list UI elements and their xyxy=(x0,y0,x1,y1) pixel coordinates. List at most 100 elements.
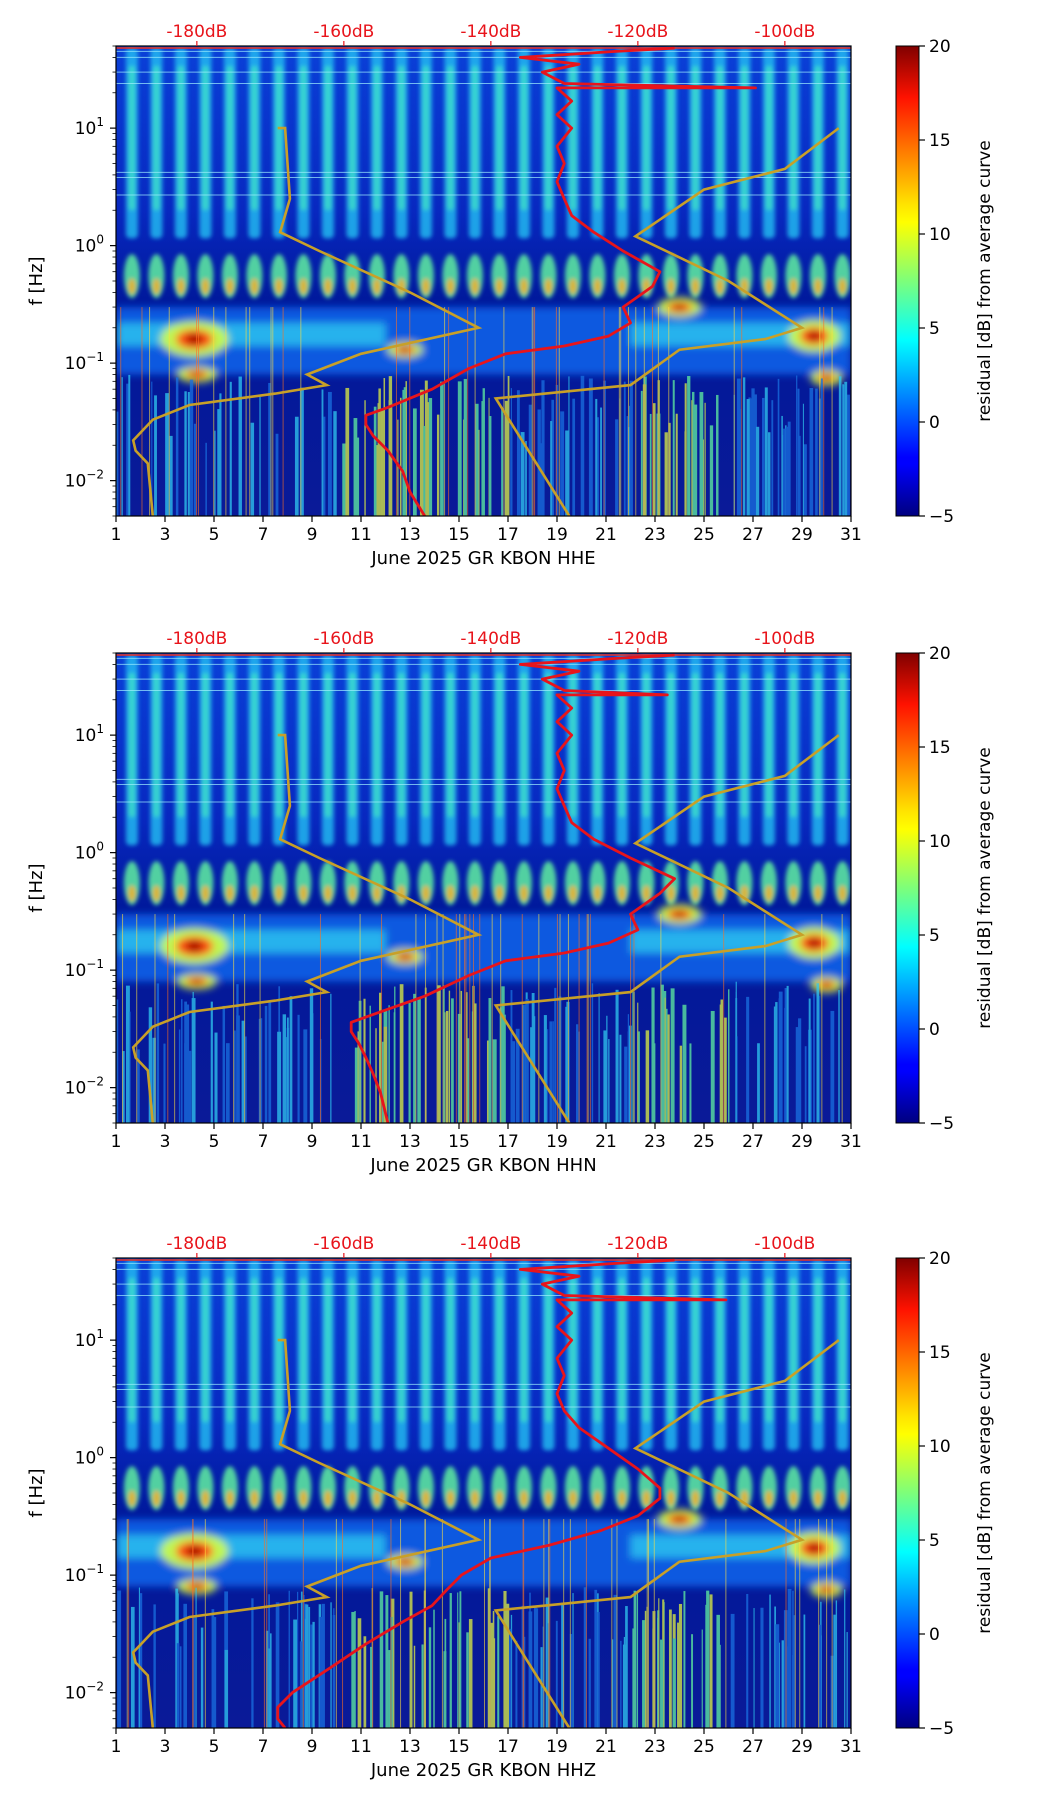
top-db-tick-label: -180dB xyxy=(166,629,227,649)
x-tick-label: 27 xyxy=(742,1737,764,1757)
colorbar-label: residual [dB] from average curve xyxy=(975,1352,995,1633)
x-tick-label: 27 xyxy=(742,1132,764,1152)
x-axis: 1 3 5 7 9 11 13 15 17 19 21 23 25 27 29 31 xyxy=(111,1123,862,1152)
y-tick-label: 10−1 xyxy=(65,957,104,981)
x-tick-label: 13 xyxy=(399,525,421,545)
noise-model-curve-right xyxy=(493,1339,840,1728)
y-tick-label: 101 xyxy=(75,722,104,746)
x-axis-label: June 2025 GR KBON HHZ xyxy=(370,1760,596,1781)
colorbar-tick-label: −5 xyxy=(929,1719,954,1739)
y-tick-label: 10−2 xyxy=(65,1075,104,1099)
colorbar-tick-label: 5 xyxy=(929,926,940,946)
colorbar-tick-label: 15 xyxy=(929,131,951,151)
x-tick-label: 19 xyxy=(546,1737,568,1757)
x-tick-label: 23 xyxy=(644,525,666,545)
top-db-tick-label: -100dB xyxy=(754,1234,815,1254)
x-tick-label: 9 xyxy=(307,1737,318,1757)
colorbar-tick-label: 0 xyxy=(929,1625,940,1645)
top-db-tick-label: -100dB xyxy=(754,629,815,649)
top-db-tick-label: -120dB xyxy=(607,629,668,649)
noise-model-curve-left xyxy=(131,1338,483,1728)
x-tick-label: 1 xyxy=(111,1132,122,1152)
y-axis-label: f [Hz] xyxy=(26,1468,47,1517)
y-axis-label: f [Hz] xyxy=(26,256,47,305)
colorbar: 20 15 10 5 0 −5 residual [dB] from average cur… xyxy=(895,37,995,527)
x-tick-label: 25 xyxy=(693,525,715,545)
x-tick-label: 9 xyxy=(307,1132,318,1152)
x-tick-label: 7 xyxy=(258,1132,269,1152)
colorbar-tick-label: 5 xyxy=(929,319,940,339)
colorbar-tick-label: 20 xyxy=(929,1249,951,1269)
noise-model-curve-left xyxy=(131,733,483,1123)
x-axis-label: June 2025 GR KBON HHE xyxy=(370,548,595,569)
x-tick-label: 23 xyxy=(644,1737,666,1757)
y-tick-label: 10−1 xyxy=(65,350,104,374)
x-tick-label: 25 xyxy=(693,1737,715,1757)
x-tick-label: 23 xyxy=(644,1132,666,1152)
colorbar-label: residual [dB] from average curve xyxy=(975,140,995,421)
x-tick-label: 13 xyxy=(399,1132,421,1152)
top-db-axis: -180dB -160dB -140dB -120dB -100dB xyxy=(166,1234,815,1258)
colorbar-tick-label: −5 xyxy=(929,1114,954,1134)
x-tick-label: 19 xyxy=(546,1132,568,1152)
top-db-axis: -180dB -160dB -140dB -120dB -100dB xyxy=(166,22,815,46)
y-axis: 10−2 10−1 100 101 xyxy=(65,1257,116,1729)
x-tick-label: 29 xyxy=(791,525,813,545)
x-axis-label: June 2025 GR KBON HHN xyxy=(369,1155,596,1176)
x-tick-label: 9 xyxy=(307,525,318,545)
y-tick-label: 100 xyxy=(75,233,104,257)
x-tick-label: 17 xyxy=(497,1132,519,1152)
x-tick-label: 15 xyxy=(448,1132,470,1152)
average-psd-curve xyxy=(364,46,757,516)
x-tick-label: 21 xyxy=(595,1132,617,1152)
colorbar-tick-label: −5 xyxy=(929,507,954,527)
x-tick-label: 5 xyxy=(209,1132,220,1152)
top-db-tick-label: -180dB xyxy=(166,22,227,42)
colorbar-tick-label: 20 xyxy=(929,644,951,664)
colorbar-tick-label: 10 xyxy=(929,1437,951,1457)
x-axis: 1 3 5 7 9 11 13 15 17 19 21 23 25 27 29 31 xyxy=(111,1728,862,1757)
noise-model-curve-right xyxy=(493,734,840,1123)
colorbar-label: residual [dB] from average curve xyxy=(975,747,995,1028)
x-tick-label: 11 xyxy=(350,1132,372,1152)
top-db-axis: -180dB -160dB -140dB -120dB -100dB xyxy=(166,629,815,653)
x-tick-label: 31 xyxy=(840,1737,862,1757)
top-db-tick-label: -120dB xyxy=(607,1234,668,1254)
y-tick-label: 101 xyxy=(75,1327,104,1351)
average-psd-curve xyxy=(276,1258,728,1728)
top-db-tick-label: -140dB xyxy=(460,1234,521,1254)
x-tick-label: 31 xyxy=(840,1132,862,1152)
x-tick-label: 11 xyxy=(350,1737,372,1757)
colorbar-tick-label: 0 xyxy=(929,1020,940,1040)
x-tick-label: 29 xyxy=(791,1737,813,1757)
top-db-tick-label: -100dB xyxy=(754,22,815,42)
x-tick-label: 5 xyxy=(209,1737,220,1757)
x-tick-label: 21 xyxy=(595,525,617,545)
y-tick-label: 10−2 xyxy=(65,1680,104,1704)
y-tick-label: 100 xyxy=(75,840,104,864)
x-tick-label: 15 xyxy=(448,1737,470,1757)
x-tick-label: 21 xyxy=(595,1737,617,1757)
x-tick-label: 17 xyxy=(497,1737,519,1757)
spectrogram-image xyxy=(116,653,851,1123)
x-axis: 1 3 5 7 9 11 13 15 17 19 21 23 25 27 29 31 xyxy=(111,516,862,545)
spectrogram-image xyxy=(116,1258,851,1728)
colorbar: 20 15 10 5 0 −5 residual [dB] from average cur… xyxy=(895,1249,995,1739)
x-tick-label: 19 xyxy=(546,525,568,545)
x-tick-label: 7 xyxy=(258,525,269,545)
x-tick-label: 31 xyxy=(840,525,862,545)
colorbar-tick-label: 10 xyxy=(929,225,951,245)
y-axis: 10−2 10−1 100 101 xyxy=(65,652,116,1124)
colorbar-tick-label: 5 xyxy=(929,1531,940,1551)
x-tick-label: 7 xyxy=(258,1737,269,1757)
x-tick-label: 15 xyxy=(448,525,470,545)
y-axis-label: f [Hz] xyxy=(26,863,47,912)
noise-model-curve-right xyxy=(493,127,840,516)
colorbar-tick-label: 10 xyxy=(929,832,951,852)
top-db-tick-label: -160dB xyxy=(313,629,374,649)
top-db-tick-label: -160dB xyxy=(313,1234,374,1254)
